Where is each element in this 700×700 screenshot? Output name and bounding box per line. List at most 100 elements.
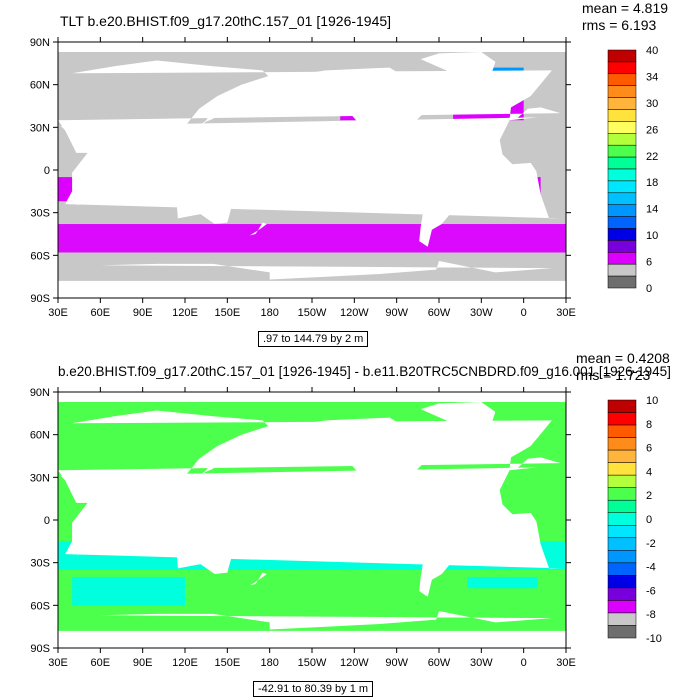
top-colorbar-label: 40 xyxy=(646,45,658,57)
bottom-map-title: b.e20.BHIST.f09_g17.20thC.157_01 [1926-1… xyxy=(58,364,671,379)
bottom-colorbar-swatch xyxy=(607,537,637,551)
bottom-land-indonesia xyxy=(149,510,228,535)
bottom-satl-cyan xyxy=(467,576,538,589)
top-colorbar-label: 0 xyxy=(646,283,652,295)
top-colorbar-swatch xyxy=(607,180,637,194)
bottom-lat-label: 0 xyxy=(44,515,50,527)
bottom-land-uk xyxy=(515,436,527,449)
top-land-greenland xyxy=(420,52,496,85)
bottom-colorbar-swatch xyxy=(607,399,637,413)
bottom-land-southAmerica xyxy=(409,505,475,597)
bottom-land-eurasia xyxy=(58,410,561,516)
top-colorbar-swatch xyxy=(607,97,637,110)
bottom-colorbar-swatch xyxy=(607,575,637,589)
bottom-lon-label: 30E xyxy=(48,657,68,669)
top-colorbar-swatch xyxy=(607,192,637,205)
top-colorbar-label: 22 xyxy=(646,151,658,163)
bottom-colorbar-label: -8 xyxy=(646,609,656,621)
top-polar-cap xyxy=(58,42,566,52)
top-southern-band xyxy=(58,224,566,253)
bottom-lon-label: 0 xyxy=(521,657,527,669)
top-lon-label: 180 xyxy=(260,307,278,319)
top-lon-label: 150W xyxy=(298,307,327,319)
top-lon-label: 30W xyxy=(470,307,493,319)
top-colorbar-swatch xyxy=(607,109,637,122)
bottom-colorbar-label: 2 xyxy=(646,490,652,502)
top-colorbar-label: 6 xyxy=(646,257,652,269)
bottom-map-plot: 90N 60N 30N 0 30S 60S 90S 30E 60E 90E 120E 150E 180 1… xyxy=(30,387,662,669)
bottom-antarctic-cap xyxy=(58,630,566,648)
bottom-land-greenland xyxy=(420,402,496,435)
bottom-colorbar-swatch xyxy=(607,474,637,488)
top-land-antarctica xyxy=(100,261,552,298)
top-colorbar-swatch xyxy=(607,49,637,63)
top-colorbar-swatch xyxy=(607,168,637,182)
top-colorbar-label: 30 xyxy=(646,98,658,110)
bottom-colorbar-swatch xyxy=(607,412,637,426)
bottom-colorbar-swatch xyxy=(607,587,637,601)
top-lon-label: 60W xyxy=(428,307,451,319)
top-land-southAmerica xyxy=(409,155,475,247)
top-lat-label: 60S xyxy=(30,250,50,262)
bottom-colorbar-swatch xyxy=(607,550,637,564)
bottom-lon-label: 120E xyxy=(172,657,198,669)
bottom-colorbar-swatch xyxy=(607,424,637,438)
bottom-lon-label: 60W xyxy=(428,657,451,669)
top-lat-label: 60N xyxy=(30,80,50,92)
top-map-panel: 90N 60N 30N 0 30S 60S 90S 30E 60E 90E 120E 150E 180 1… xyxy=(30,0,668,347)
bottom-colorbar-label: 8 xyxy=(646,419,652,431)
bottom-lon-label: 30W xyxy=(470,657,493,669)
bottom-lat-label: 60N xyxy=(30,430,50,442)
top-rms: rms = 6.193 xyxy=(582,17,657,33)
top-colorbar-swatch xyxy=(607,156,637,170)
bottom-lon-label: 150W xyxy=(298,657,327,669)
bottom-land-northAmerica xyxy=(286,417,432,509)
bottom-lat-label: 90N xyxy=(30,387,50,399)
bottom-land-japan xyxy=(199,456,221,476)
bottom-polar-cap xyxy=(58,392,566,402)
top-land-indonesia xyxy=(149,160,228,185)
top-colorbar-swatch xyxy=(607,228,637,241)
bottom-mean: mean = 0.4208 xyxy=(576,350,670,366)
bottom-colorbar-swatch xyxy=(607,487,637,501)
bottom-colorbar-swatch xyxy=(607,512,637,526)
top-lon-label: 120W xyxy=(340,307,369,319)
bottom-stats: mean = 0.4208 rms = 1.723 xyxy=(576,350,670,384)
bottom-lon-label: 90W xyxy=(385,657,408,669)
bottom-colorbar-swatch xyxy=(607,462,637,476)
bottom-lon-label: 150E xyxy=(214,657,240,669)
bottom-lat-label: 90S xyxy=(30,643,50,655)
top-lat-label: 30S xyxy=(30,208,50,220)
top-mean: mean = 4.819 xyxy=(582,0,669,16)
bottom-colorbar-label: -6 xyxy=(646,585,656,597)
bottom-southern-cyan-2 xyxy=(72,576,185,606)
bottom-colorbar-label: 10 xyxy=(646,395,658,407)
top-colorbar-swatch xyxy=(607,252,637,265)
bottom-colorbar-label: -10 xyxy=(646,633,662,645)
top-colorbar-swatch xyxy=(607,204,637,217)
bottom-colorbar-label: -4 xyxy=(646,562,656,574)
bottom-range-label: -42.91 to 80.39 by 1 m xyxy=(253,681,374,697)
top-lon-label: 150E xyxy=(214,307,240,319)
bottom-colorbar-label: 0 xyxy=(646,514,652,526)
bottom-colorbar-swatch xyxy=(607,625,637,639)
bottom-colorbar-swatch xyxy=(607,499,637,513)
top-colorbar-swatch xyxy=(607,275,637,289)
bottom-lon-label: 60E xyxy=(91,657,111,669)
top-lon-label: 90E xyxy=(133,307,153,319)
top-colorbar-swatch xyxy=(607,121,637,134)
bottom-lat-label: 30S xyxy=(30,558,50,570)
bottom-lon-label: 120W xyxy=(340,657,369,669)
top-range-label: .97 to 144.79 by 2 m xyxy=(258,331,369,347)
bottom-colorbar-swatch xyxy=(607,449,637,463)
top-lat-label: 90S xyxy=(30,293,50,305)
bottom-rms: rms = 1.723 xyxy=(576,367,651,383)
top-colorbar-label: 18 xyxy=(646,177,658,189)
top-stats: mean = 4.819 rms = 6.193 xyxy=(582,0,668,34)
top-colorbar-swatch xyxy=(607,133,637,146)
bottom-lon-label: 180 xyxy=(260,657,278,669)
top-land-australia xyxy=(176,184,232,224)
top-land-uk xyxy=(515,86,527,99)
